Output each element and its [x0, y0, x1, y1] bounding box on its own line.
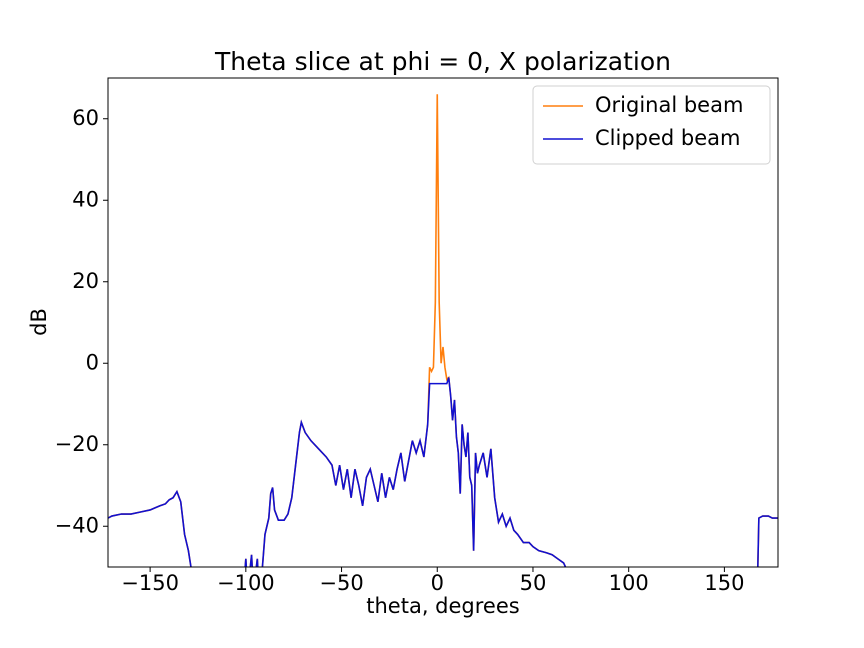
legend-label: Original beam — [595, 93, 743, 117]
y-tick-label: 20 — [72, 269, 99, 293]
y-tick-label: 60 — [72, 106, 99, 130]
y-axis-label: dB — [27, 308, 51, 336]
x-axis-label: theta, degrees — [366, 594, 519, 618]
x-tick-label: 50 — [520, 571, 547, 595]
chart-title: Theta slice at phi = 0, X polarization — [214, 47, 671, 76]
axes-frame — [107, 77, 779, 568]
x-tick-label: 0 — [431, 571, 444, 595]
legend-box — [532, 85, 771, 165]
y-tick-label: 40 — [72, 187, 99, 211]
plot-area — [108, 94, 778, 567]
y-tick-label: −40 — [55, 513, 99, 537]
x-tick-label: 150 — [704, 571, 744, 595]
x-tick-label: −150 — [121, 571, 179, 595]
legend-label: Clipped beam — [595, 126, 741, 150]
line-series — [108, 377, 778, 567]
y-tick-label: −20 — [55, 432, 99, 456]
y-tick-label: 0 — [86, 350, 99, 374]
x-tick-label: −100 — [217, 571, 275, 595]
x-tick-label: −50 — [319, 571, 363, 595]
x-tick-label: 100 — [609, 571, 649, 595]
